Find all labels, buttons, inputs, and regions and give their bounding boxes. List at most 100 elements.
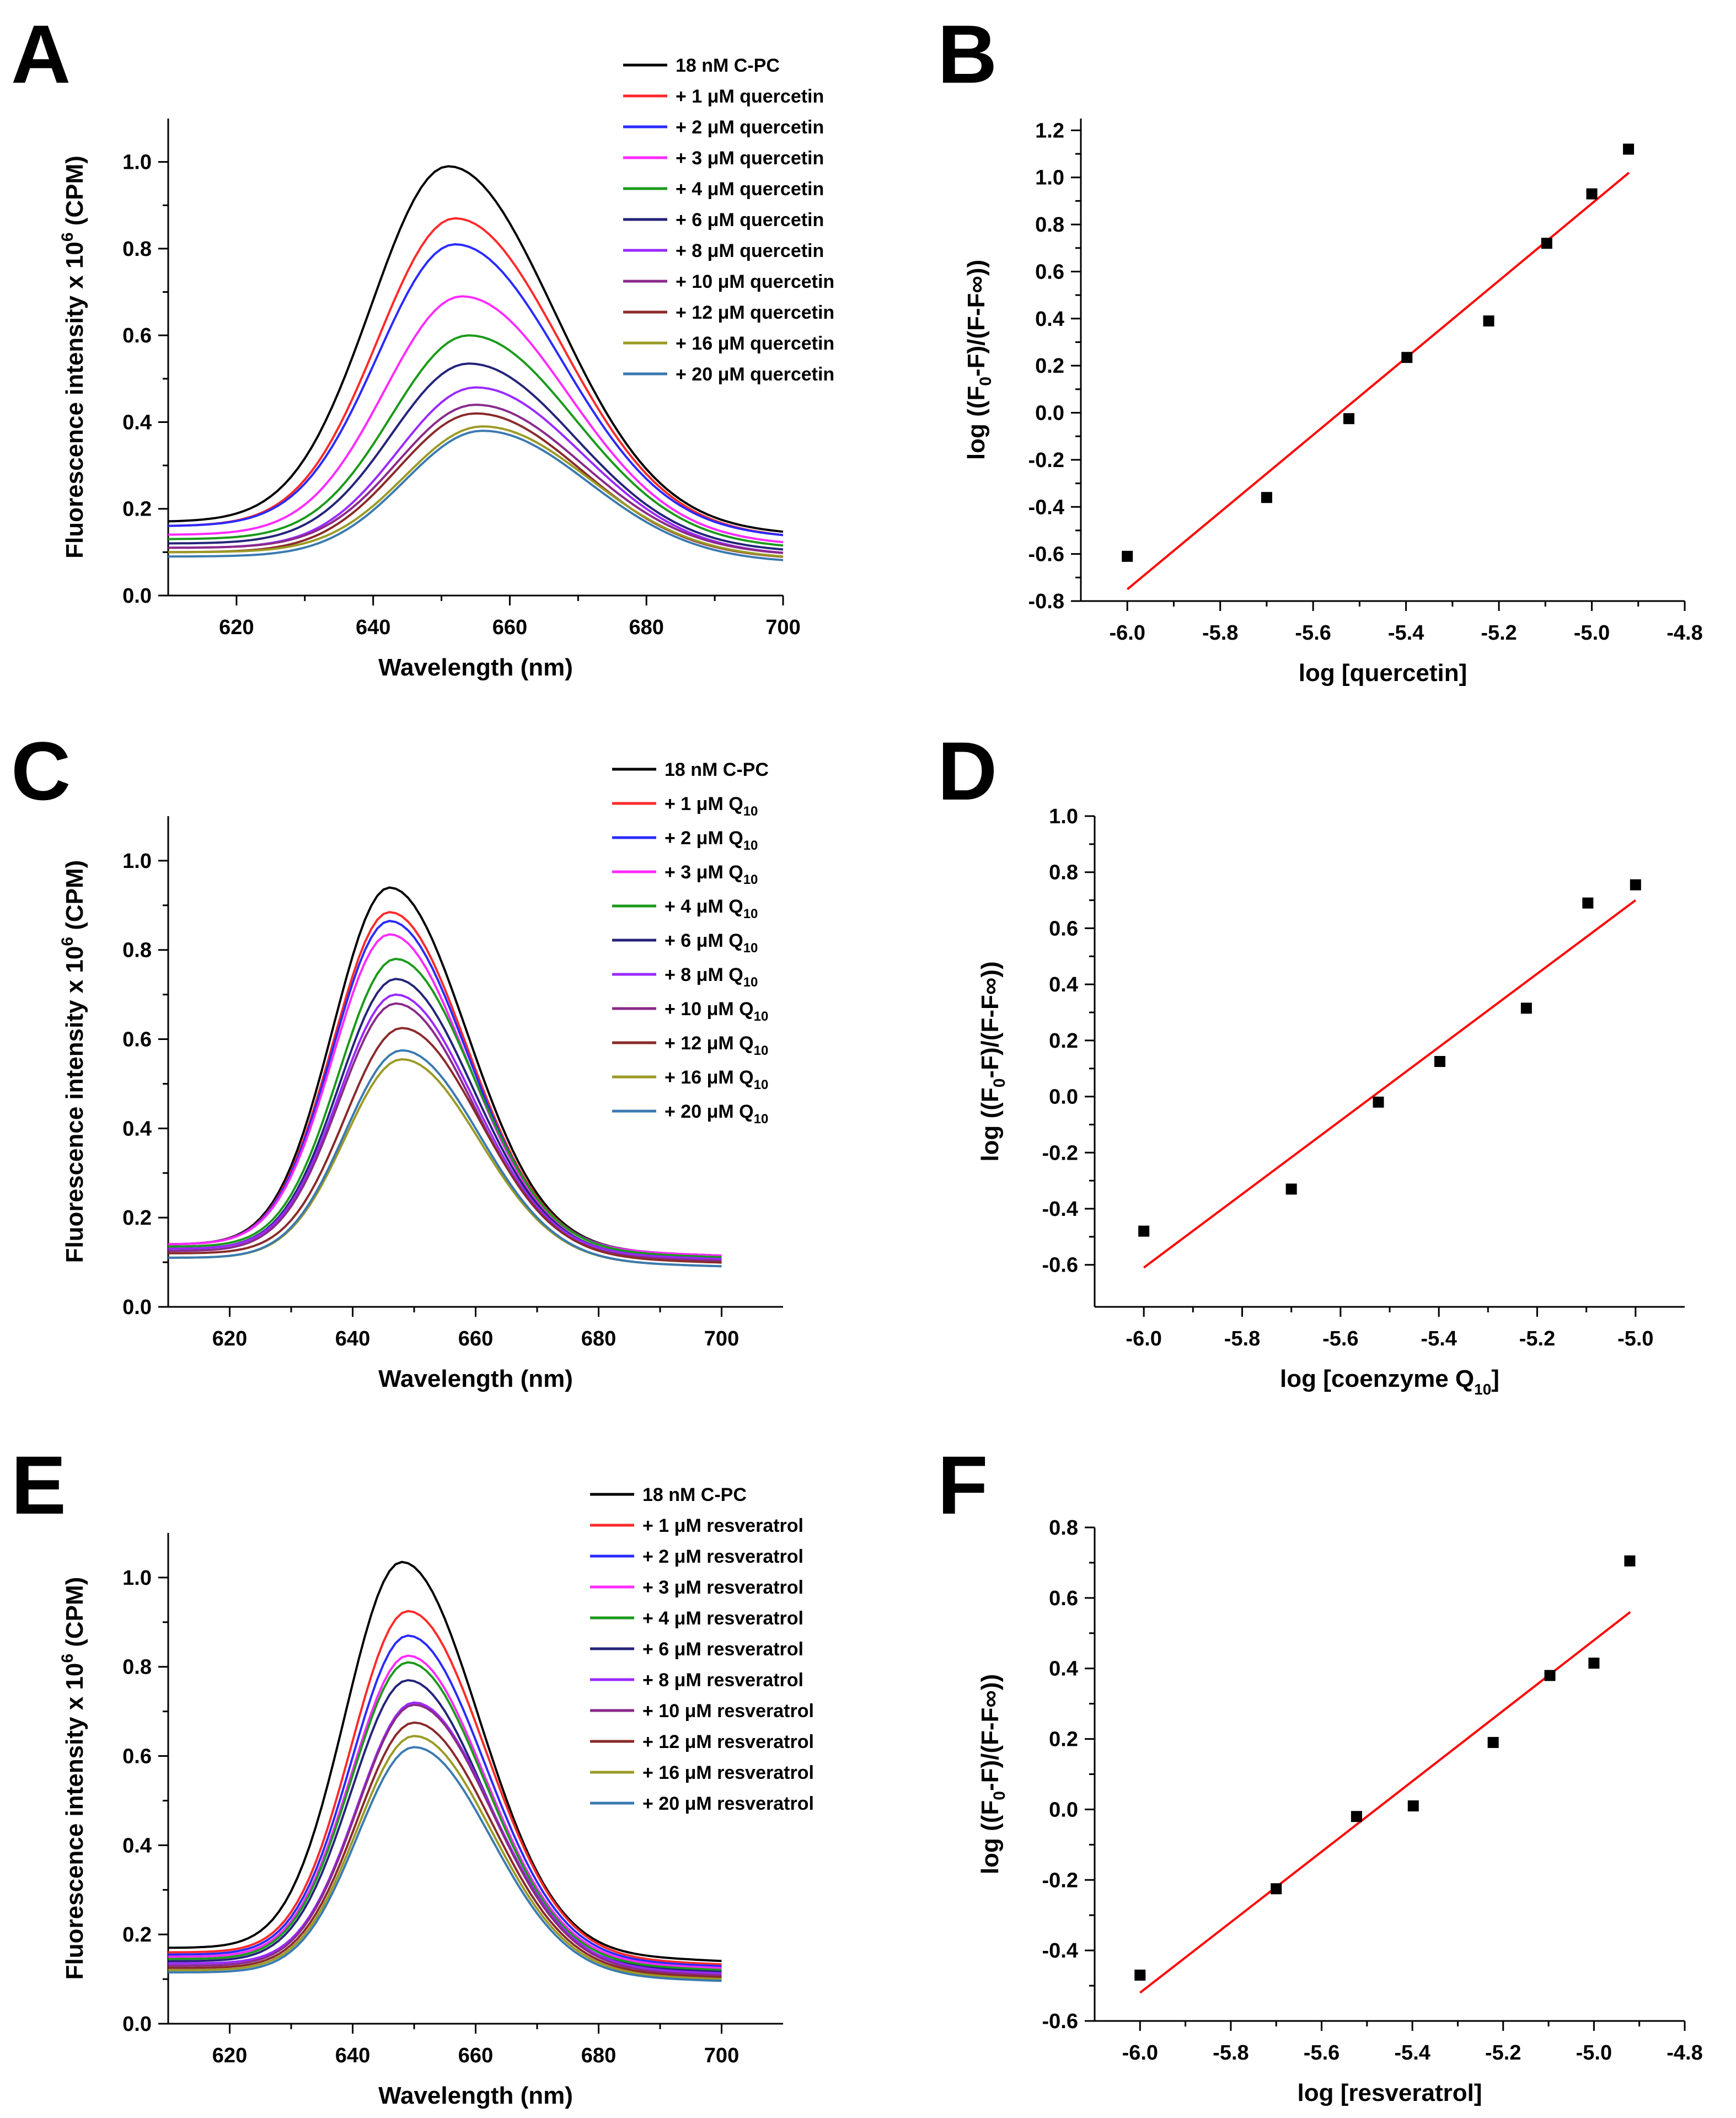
y-tick-label: 0.2	[1035, 355, 1064, 378]
y-tick-label: 0.4	[122, 411, 152, 434]
legend-label: + 2 μM Q10	[665, 828, 758, 853]
series-line	[168, 978, 722, 1261]
y-tick-label: 0.6	[122, 324, 152, 347]
x-axis-title-tail: ]	[1491, 1365, 1499, 1392]
x-tick-label: 640	[335, 1327, 370, 1350]
legend-label: + 4 μM quercetin	[676, 179, 824, 200]
data-point	[1407, 1800, 1419, 1812]
x-axis-title: Wavelength (nm)	[378, 1365, 573, 1392]
y-axis-title-sup: 6	[58, 1654, 77, 1663]
y-tick-label: 0.0	[1049, 1798, 1078, 1821]
legend-label-sub: 10	[743, 804, 758, 819]
y-tick-label: -0.8	[1028, 590, 1064, 613]
y-tick-label: 0.6	[122, 1028, 152, 1052]
legend-label: + 1 μM resveratrol	[642, 1515, 803, 1536]
x-tick-label: 680	[581, 1327, 616, 1350]
x-tick-label: 620	[212, 1327, 247, 1350]
panel-b: B -6.0 -5.8 -5.6 -5.4 -5.2 -5.0 -4.8 -0.8 -0.6 -0.…	[937, 8, 1703, 687]
legend-label-main: + 12 μM Q	[665, 1033, 754, 1054]
y-axis-title-main: Fluorescence intensity x 10	[61, 946, 88, 1263]
legend-label: + 6 μM resveratrol	[642, 1639, 803, 1660]
legend-label-main: + 1 μM Q	[665, 793, 743, 814]
legend-label: + 12 μM resveratrol	[642, 1731, 814, 1752]
series-line	[168, 386, 784, 554]
data-point	[1487, 1736, 1499, 1748]
x-tick-label: -5.6	[1322, 1327, 1358, 1350]
legend-label: 18 nM C-PC	[642, 1484, 747, 1505]
y-tick-label: 0.8	[1035, 213, 1064, 237]
legend-label: + 4 μM Q10	[665, 896, 758, 921]
y-tick-label: 0.6	[122, 1745, 152, 1768]
y-tick-label: -0.2	[1042, 1141, 1078, 1165]
legend-label-main: + 16 μM Q	[665, 1067, 754, 1088]
data-point	[1586, 188, 1598, 200]
legend-label-sub: 10	[743, 872, 758, 887]
data-point	[1261, 492, 1272, 503]
y-tick-label: 0.0	[122, 585, 152, 608]
legend-label: + 20 μM resveratrol	[642, 1793, 814, 1814]
data-point	[1401, 352, 1413, 363]
data-point	[1271, 1883, 1282, 1895]
series-line	[168, 430, 784, 561]
y-axis-title-tail: (CPM)	[61, 1577, 88, 1654]
y-axis-title-main: log ((F	[977, 1800, 1004, 1874]
y-tick-label: -0.4	[1042, 1198, 1078, 1221]
legend-label: + 10 μM resveratrol	[642, 1701, 814, 1722]
panel-letter: B	[937, 8, 997, 100]
legend-label-sub: 10	[754, 1009, 769, 1024]
y-tick-label: 0.0	[1035, 402, 1064, 425]
y-tick-label: 0.4	[122, 1834, 152, 1857]
x-axis-title: Wavelength (nm)	[378, 2082, 573, 2109]
y-axis-title: log ((F0-F)/(F-F∞))	[963, 260, 995, 460]
data-point	[1351, 1811, 1362, 1822]
y-tick-label: -0.4	[1028, 496, 1064, 519]
legend-label: + 20 μM quercetin	[676, 364, 834, 385]
x-axis-title: Wavelength (nm)	[378, 654, 573, 681]
legend-label-main: + 3 μM Q	[665, 862, 743, 883]
y-axis-title: Fluorescence intensity x 106 (CPM)	[58, 860, 88, 1263]
series-line	[168, 1654, 722, 1970]
legend-label-main: + 2 μM Q	[665, 828, 743, 849]
series-line	[168, 1027, 722, 1264]
y-axis-title-main: log ((F	[977, 1087, 1004, 1161]
y-axis-title-sup: 6	[58, 937, 77, 946]
data-point	[1623, 143, 1635, 155]
y-tick-label: -0.4	[1042, 1939, 1078, 1962]
y-tick-label: 0.4	[1049, 973, 1078, 996]
x-axis-title: log [coenzyme Q10]	[1280, 1365, 1499, 1398]
panel-a: A 620 640 660 680 700 0.0 0.2 0.4 0.6 0.8 1.0 Wavele…	[11, 8, 834, 681]
legend-label-sub: 10	[754, 1112, 769, 1127]
data-point	[1285, 1183, 1297, 1195]
data-point	[1343, 413, 1355, 425]
y-axis-title-tail: (CPM)	[61, 860, 88, 937]
x-axis-title-sub: 10	[1474, 1381, 1491, 1398]
y-axis-title-main: Fluorescence intensity x 10	[61, 1663, 88, 1980]
series-line	[168, 910, 722, 1257]
legend-label-sub: 10	[754, 1043, 769, 1058]
legend-label-sub: 10	[743, 941, 758, 956]
y-tick-label: 1.0	[122, 151, 152, 174]
x-tick-label: 680	[581, 2044, 616, 2067]
y-tick-label: 1.2	[1035, 119, 1064, 142]
y-tick-label: 0.2	[1049, 1029, 1078, 1053]
legend-label-sub: 10	[754, 1077, 769, 1092]
x-tick-label: -5.6	[1295, 621, 1331, 645]
legend-label: + 10 μM Q10	[665, 999, 768, 1024]
series-line	[168, 362, 784, 551]
x-tick-label: -5.0	[1617, 1327, 1653, 1350]
series-line	[168, 1049, 722, 1268]
legend-label-sub: 10	[743, 838, 758, 853]
x-tick-label: -5.0	[1576, 2041, 1612, 2065]
legend-label: + 16 μM Q10	[665, 1067, 768, 1092]
panel-d: D -6.0 -5.8 -5.6 -5.4 -5.2 -5.0 -0.6 -0.4 -0.2 0.0…	[937, 725, 1685, 1398]
legend-label: + 3 μM quercetin	[676, 148, 824, 169]
series-line	[168, 1002, 722, 1262]
legend-label: + 16 μM quercetin	[676, 333, 834, 354]
legend-label-main: + 4 μM Q	[665, 896, 743, 917]
y-axis-title-main: Fluorescence intensity x 10	[61, 242, 88, 559]
y-tick-label: -0.2	[1042, 1869, 1078, 1892]
legend-label-main: + 20 μM Q	[665, 1101, 754, 1122]
data-point	[1588, 1658, 1600, 1669]
y-tick-label: 0.4	[122, 1117, 152, 1140]
x-tick-label: -6.0	[1122, 2041, 1158, 2065]
